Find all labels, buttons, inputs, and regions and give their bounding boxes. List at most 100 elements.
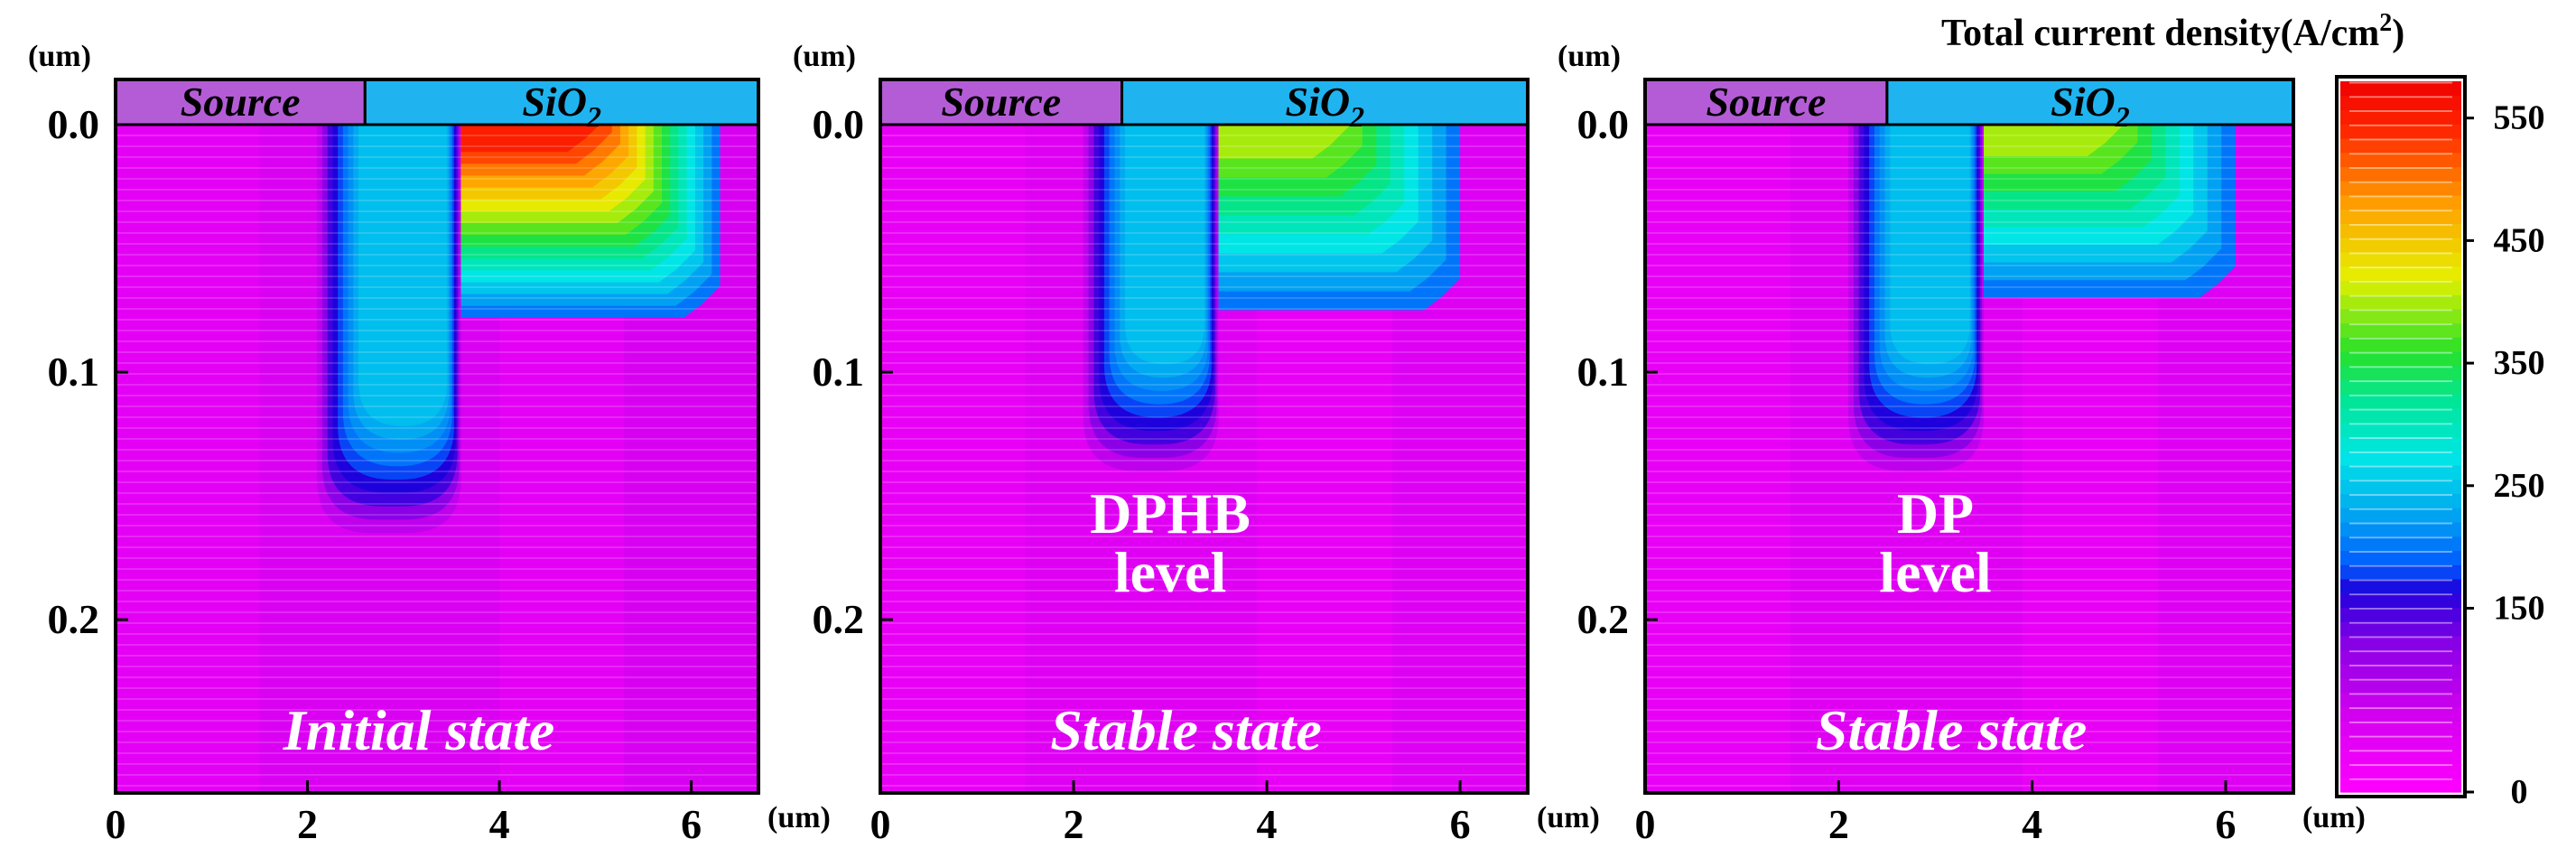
colorbar-band-line — [2349, 579, 2452, 582]
colorbar-band-line — [2349, 223, 2452, 226]
colorbar-band — [2340, 735, 2461, 750]
y-tick-label: 0.2 — [48, 596, 100, 642]
x-tick-label: 2 — [1064, 801, 1084, 847]
colorbar-band — [2340, 124, 2461, 139]
colorbar-band — [2340, 464, 2461, 480]
y-tick-label: 0.1 — [813, 349, 865, 395]
colorbar-band-line — [2349, 266, 2452, 269]
oxide-label-base: SiO — [1285, 79, 1350, 125]
oxide-label: SiO2 — [1285, 79, 1364, 133]
colorbar-band — [2340, 266, 2461, 281]
colorbar: 0 150 250 350 450 550 — [2335, 75, 2545, 811]
colorbar-tick-label: 450 — [2494, 221, 2545, 259]
colorbar-title-sup: 2 — [2379, 9, 2392, 37]
colorbar-band — [2340, 223, 2461, 238]
oxide-label-base: SiO — [2051, 79, 2116, 125]
colorbar-band — [2340, 706, 2461, 722]
colorbar-band — [2340, 181, 2461, 196]
plot-area — [116, 125, 758, 793]
colorbar-ticks: 0 150 250 350 450 550 — [2465, 99, 2545, 811]
colorbar-title-close: ) — [2392, 13, 2404, 54]
colorbar-band-line — [2349, 138, 2452, 141]
colorbar-band-line — [2349, 721, 2452, 723]
colorbar-band — [2340, 664, 2461, 679]
colorbar-band-line — [2349, 166, 2452, 169]
source-label: Source — [181, 79, 301, 125]
level-annotation: DPHB — [1090, 481, 1251, 545]
colorbar-tick-label: 0 — [2511, 773, 2528, 811]
colorbar-band-line — [2349, 493, 2452, 496]
colorbar-band — [2340, 365, 2461, 381]
plot-frame — [879, 78, 1530, 795]
colorbar-band — [2340, 692, 2461, 708]
colorbar-band — [2340, 408, 2461, 424]
colorbar-title-main: Total current density(A/cm — [1941, 13, 2379, 54]
y-tick-label: 0.1 — [48, 349, 100, 395]
colorbar-band — [2340, 238, 2461, 253]
colorbar-band — [2340, 209, 2461, 224]
colorbar-band-line — [2349, 650, 2452, 653]
x-tick-label: 4 — [489, 801, 510, 847]
colorbar-band — [2340, 550, 2461, 565]
colorbar-band-line — [2349, 764, 2452, 767]
source-label: Source — [1706, 79, 1827, 125]
y-unit-label: (um) — [1558, 40, 1621, 73]
x-tick-label: 2 — [297, 801, 318, 847]
x-tick-label: 0 — [106, 801, 126, 847]
plot-frame — [1643, 78, 2295, 795]
colorbar-band — [2340, 564, 2461, 580]
colorbar-band — [2340, 451, 2461, 466]
colorbar-band — [2340, 137, 2461, 154]
colorbar-band — [2340, 436, 2461, 452]
colorbar-band-line — [2349, 366, 2452, 368]
colorbar-band-line — [2349, 522, 2452, 525]
band-texture — [1645, 125, 2293, 793]
band-texture — [116, 125, 758, 793]
x-tick-label: 0 — [870, 801, 891, 847]
colorbar-title: Total current density(A/cm2) — [1941, 9, 2404, 54]
colorbar-band-line — [2349, 693, 2452, 695]
y-tick-label: 0.0 — [1577, 101, 1630, 147]
x-tick-label: 2 — [1828, 801, 1849, 847]
colorbar-band — [2340, 337, 2461, 352]
colorbar-band — [2340, 721, 2461, 736]
colorbar-band — [2340, 749, 2461, 765]
colorbar-band — [2340, 635, 2461, 651]
plot-area — [880, 125, 1528, 793]
colorbar-band-line — [2349, 124, 2452, 126]
oxide-label-base: SiO — [522, 79, 587, 125]
colorbar-band — [2340, 379, 2461, 395]
y-tick-label: 0.0 — [48, 101, 100, 147]
colorbar-band-line — [2349, 109, 2452, 112]
y-tick-label: 0.1 — [1577, 349, 1630, 395]
plot-area — [1645, 125, 2293, 793]
colorbar-band-line — [2349, 153, 2452, 155]
colorbar-band-line — [2349, 621, 2452, 624]
colorbar-band-line — [2349, 380, 2452, 383]
source-label: Source — [941, 79, 1061, 125]
x-unit-label: (um) — [2302, 801, 2366, 834]
colorbar-band-line — [2349, 252, 2452, 255]
colorbar-band-line — [2349, 564, 2452, 567]
y-unit-label: (um) — [28, 40, 91, 73]
colorbar-band-line — [2349, 607, 2452, 610]
colorbar-band — [2340, 166, 2461, 182]
colorbar-band-line — [2349, 323, 2452, 326]
colorbar-band — [2340, 607, 2461, 622]
level-annotation: level — [1114, 540, 1226, 604]
colorbar-band — [2340, 763, 2461, 778]
colorbar-band — [2340, 351, 2461, 367]
colorbar-tick-label: 250 — [2494, 467, 2545, 505]
colorbar-band-line — [2349, 337, 2452, 340]
colorbar-band-line — [2349, 678, 2452, 681]
x-tick-label: 6 — [2215, 801, 2236, 847]
colorbar-band — [2340, 578, 2461, 594]
colorbar-band-line — [2349, 423, 2452, 425]
x-unit-label: (um) — [1537, 801, 1600, 834]
colorbar-band — [2340, 194, 2461, 210]
x-tick-label: 6 — [681, 801, 702, 847]
x-tick-label: 6 — [1450, 801, 1471, 847]
colorbar-band — [2340, 508, 2461, 523]
colorbar-band-line — [2349, 664, 2452, 667]
y-tick-label: 0.0 — [813, 101, 865, 147]
